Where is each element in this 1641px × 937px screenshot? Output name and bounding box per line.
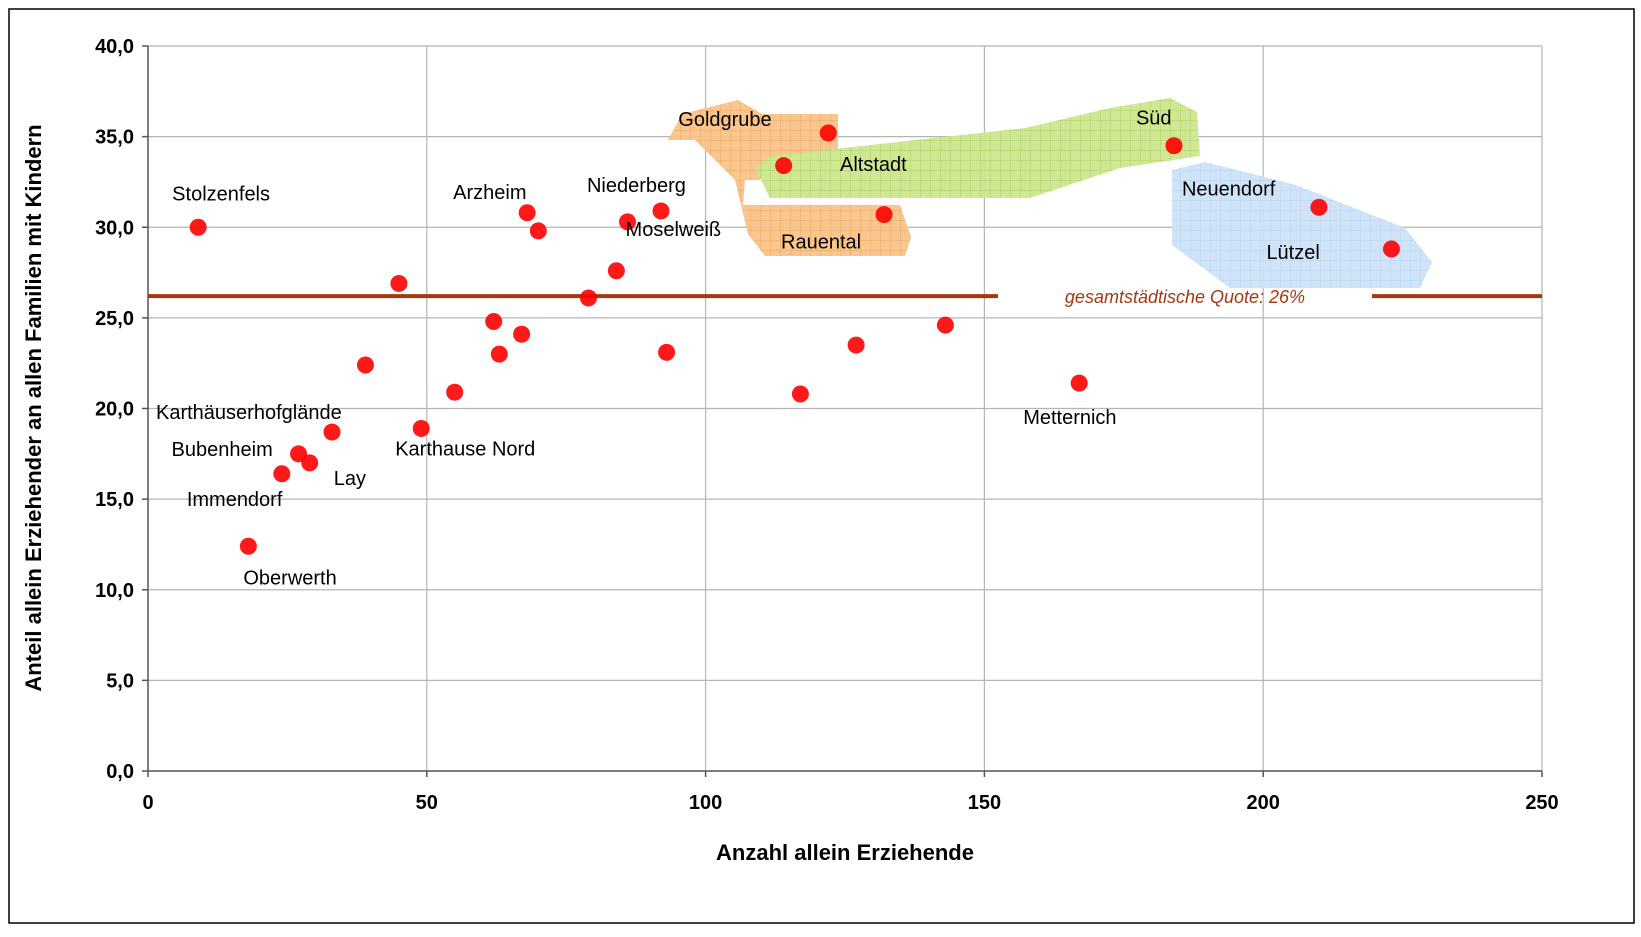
y-tick-label: 35,0 <box>95 127 134 149</box>
data-point <box>513 325 531 343</box>
data-point <box>1310 198 1328 216</box>
point-label: Stolzenfels <box>172 183 270 205</box>
point-label: Neuendorf <box>1182 178 1276 200</box>
region-blue <box>1172 162 1432 288</box>
data-point <box>1165 137 1183 155</box>
data-point <box>658 343 676 361</box>
data-point <box>652 202 670 220</box>
data-point <box>819 124 837 142</box>
data-point <box>412 419 430 437</box>
y-tick-label: 20,0 <box>95 399 134 421</box>
y-tick-label: 30,0 <box>95 217 134 239</box>
point-label: Immendorf <box>187 489 283 511</box>
data-point <box>1382 240 1400 258</box>
data-point <box>607 262 625 280</box>
data-point <box>490 345 508 363</box>
data-point <box>791 385 809 403</box>
x-tick-label: 0 <box>142 792 153 814</box>
point-label: Karthause Nord <box>395 438 535 460</box>
point-label: Goldgrube <box>678 109 771 131</box>
x-tick-label: 200 <box>1247 792 1280 814</box>
data-point <box>189 218 207 236</box>
point-label: Arzheim <box>453 182 526 204</box>
y-tick-label: 15,0 <box>95 489 134 511</box>
data-point <box>529 222 547 240</box>
point-label: Lützel <box>1266 242 1319 264</box>
region-orange <box>668 100 911 256</box>
data-point <box>239 537 257 555</box>
point-label: Süd <box>1136 108 1172 130</box>
data-point <box>446 383 464 401</box>
data-point <box>619 213 637 231</box>
point-label: Rauental <box>781 232 861 254</box>
y-tick-label: 10,0 <box>95 580 134 602</box>
data-point <box>1070 374 1088 392</box>
point-labels: Stolzenfels Oberwerth Immendorf Bubenheim La… <box>156 108 1320 590</box>
data-point <box>390 274 408 292</box>
region-label-altstadt: Altstadt <box>840 154 907 176</box>
point-label: Oberwerth <box>243 567 336 589</box>
data-point <box>301 454 319 472</box>
point-label: Karthäuserhofglände <box>156 402 342 424</box>
data-point <box>847 336 865 354</box>
y-tick-label: 0,0 <box>106 761 134 783</box>
point-label: Lay <box>334 468 366 490</box>
data-point <box>323 423 341 441</box>
x-tick-label: 150 <box>968 792 1001 814</box>
reference-line-label: gesamtstädtische Quote: 26% <box>1065 287 1305 307</box>
data-point <box>936 316 954 334</box>
x-tick-label: 50 <box>416 792 438 814</box>
y-tick-label: 5,0 <box>106 670 134 692</box>
x-tick-label: 100 <box>689 792 722 814</box>
y-tick-label: 40,0 <box>95 36 134 58</box>
data-point <box>580 289 598 307</box>
point-label: Moselweiß <box>626 219 722 241</box>
y-tick-label: 25,0 <box>95 308 134 330</box>
data-point <box>485 313 503 330</box>
x-axis-title: Anzahl allein Erziehende <box>716 840 974 865</box>
region-green <box>755 98 1200 198</box>
region-overlays <box>668 98 1432 288</box>
point-label: Bubenheim <box>172 439 273 461</box>
point-label: Niederberg <box>587 175 686 197</box>
data-point <box>775 157 793 175</box>
y-axis-title: Anteil allein Erziehender an allen Famil… <box>21 124 46 691</box>
data-points <box>189 124 1400 555</box>
data-point <box>518 204 536 222</box>
axes: 0,0 5,0 10,0 15,0 20,0 25,0 30,0 35,0 40,0 0 50 100… <box>95 36 1559 814</box>
reference-line-group: gesamtstädtische Quote: 26% <box>148 287 1542 307</box>
x-tick-label: 250 <box>1525 792 1558 814</box>
data-point <box>273 465 291 483</box>
data-point <box>356 356 374 374</box>
point-label: Metternich <box>1023 407 1116 429</box>
data-point <box>875 206 893 224</box>
